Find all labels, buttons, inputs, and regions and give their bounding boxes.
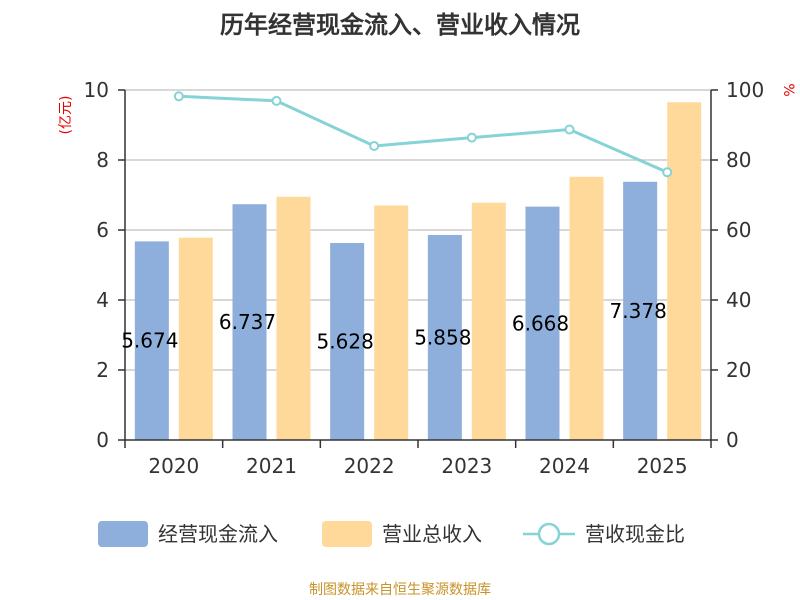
left-tick-label: 0	[96, 428, 109, 452]
left-tick-label: 4	[96, 288, 109, 312]
bar-cash-inflow	[134, 241, 169, 440]
right-tick-label: 20	[726, 358, 751, 382]
bar-revenue	[276, 196, 311, 440]
ratio-point	[369, 141, 380, 151]
legend: 经营现金流入 营业总收入 营收现金比	[98, 521, 685, 547]
ratio-line	[178, 94, 668, 174]
legend-swatch	[322, 521, 372, 547]
legend-label: 营收现金比	[585, 522, 685, 546]
x-tick-label: 2021	[246, 454, 297, 478]
bar-revenue	[569, 176, 604, 441]
source-note: 制图数据来自恒生聚源数据库	[309, 582, 491, 598]
ratio-point	[662, 167, 673, 178]
legend-marker	[537, 522, 561, 546]
x-tick-label: 2023	[441, 454, 492, 478]
bars	[134, 102, 702, 441]
right-axis-unit: %	[780, 83, 796, 96]
bar-cash-inflow	[427, 234, 462, 440]
left-tick-label: 8	[96, 148, 109, 172]
bar-revenue	[471, 202, 506, 440]
bar-revenue	[374, 205, 409, 440]
bar-cash-inflow	[525, 206, 560, 440]
legend-label: 经营现金流入	[158, 522, 278, 546]
bar-data-label: 7.378	[610, 299, 667, 323]
grid	[125, 89, 711, 371]
bar-data-label: 5.674	[121, 329, 178, 353]
x-tick-label: 2022	[344, 454, 395, 478]
ratio-point	[271, 95, 282, 106]
x-tick-label: 2024	[539, 454, 590, 478]
ratio-point	[564, 124, 575, 135]
right-tick-label: 80	[726, 148, 751, 172]
right-tick-label: 0	[726, 428, 739, 452]
legend-swatch	[98, 521, 148, 547]
left-tick-label: 6	[96, 218, 109, 242]
bar-data-label: 6.737	[219, 310, 276, 334]
bar-cash-inflow	[623, 181, 658, 440]
legend-label: 营业总收入	[382, 522, 482, 546]
ratio-point	[173, 91, 184, 102]
bar-revenue	[178, 237, 213, 440]
bar-data-label: 5.858	[414, 325, 471, 349]
bar-cash-inflow	[232, 204, 267, 440]
x-tick-label: 2025	[637, 454, 688, 478]
right-tick-label: 60	[726, 218, 751, 242]
data-labels: 5.674 6.737 5.628 5.858 6.668 7.378	[121, 299, 667, 354]
bar-revenue	[667, 102, 702, 440]
bar-data-label: 5.628	[317, 330, 374, 354]
right-tick-label: 100	[726, 78, 764, 102]
ratio-point	[466, 132, 477, 143]
bar-data-label: 6.668	[512, 311, 569, 335]
bar-cash-inflow	[330, 243, 365, 440]
chart-title: 历年经营现金流入、营业收入情况	[220, 11, 580, 39]
x-tick-label: 2020	[148, 454, 199, 478]
left-tick-label: 2	[96, 358, 109, 382]
right-tick-label: 40	[726, 288, 751, 312]
left-tick-label: 10	[84, 78, 109, 102]
line-series	[173, 91, 673, 178]
left-axis-unit: (亿元)	[58, 96, 74, 135]
